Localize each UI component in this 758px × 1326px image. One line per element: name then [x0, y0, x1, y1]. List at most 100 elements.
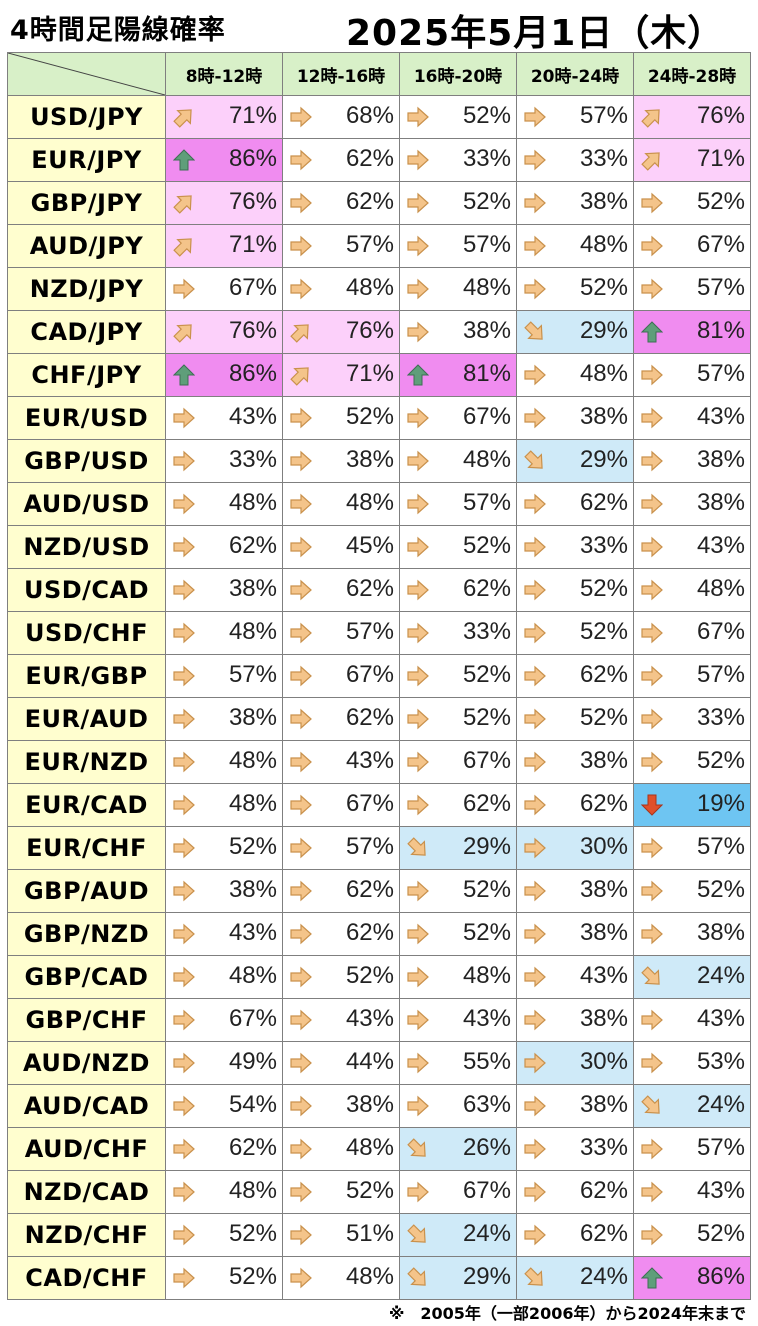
probability-cell: 38% — [165, 568, 283, 612]
probability-cell: 38% — [516, 998, 634, 1042]
probability-value: 62% — [579, 790, 628, 817]
probability-cell: 67% — [399, 396, 517, 440]
probability-cell: 48% — [165, 955, 283, 999]
probability-value: 67% — [462, 403, 511, 430]
probability-cell: 57% — [282, 826, 400, 870]
probability-value: 62% — [462, 790, 511, 817]
probability-value: 71% — [345, 360, 394, 387]
probability-cell: 57% — [633, 267, 751, 311]
corner-cell — [7, 52, 166, 96]
down-right-arrow-icon — [407, 1138, 429, 1160]
right-arrow-icon — [173, 622, 195, 644]
probability-value: 24% — [579, 1263, 628, 1290]
probability-value: 29% — [462, 1263, 511, 1290]
probability-value: 52% — [579, 618, 628, 645]
pair-label: EUR/GBP — [7, 654, 166, 698]
right-arrow-icon — [290, 751, 312, 773]
down-right-arrow-icon — [524, 321, 546, 343]
probability-cell: 38% — [516, 912, 634, 956]
up-right-arrow-icon — [290, 321, 312, 343]
pair-label: CAD/CHF — [7, 1256, 166, 1300]
probability-cell: 52% — [399, 95, 517, 139]
probability-cell: 62% — [516, 1213, 634, 1257]
table-row: EUR/GBP 57% 67% 52% 62% 57% — [7, 654, 751, 698]
probability-cell: 24% — [516, 1256, 634, 1300]
right-arrow-icon — [407, 149, 429, 171]
probability-value: 76% — [345, 317, 394, 344]
probability-cell: 52% — [282, 955, 400, 999]
footnote: ※ 2005年（一部2006年）から2024年末まで — [388, 1304, 746, 1323]
right-arrow-icon — [407, 450, 429, 472]
probability-cell: 38% — [282, 439, 400, 483]
probability-cell: 38% — [399, 310, 517, 354]
probability-value: 52% — [228, 833, 277, 860]
probability-value: 38% — [579, 919, 628, 946]
probability-cell: 33% — [165, 439, 283, 483]
right-arrow-icon — [290, 536, 312, 558]
right-arrow-icon — [290, 1224, 312, 1246]
probability-cell: 52% — [399, 181, 517, 225]
right-arrow-icon — [407, 192, 429, 214]
right-arrow-icon — [407, 1095, 429, 1117]
probability-cell: 71% — [282, 353, 400, 397]
probability-cell: 71% — [633, 138, 751, 182]
probability-cell: 52% — [282, 396, 400, 440]
probability-cell: 67% — [282, 654, 400, 698]
right-arrow-icon — [173, 1224, 195, 1246]
table-row: AUD/USD 48% 48% 57% 62% 38% — [7, 482, 751, 526]
probability-value: 71% — [696, 145, 745, 172]
probability-cell: 38% — [516, 1084, 634, 1128]
right-arrow-icon — [290, 923, 312, 945]
table-row: EUR/JPY 86% 62% 33% 33% 71% — [7, 138, 751, 182]
probability-cell: 67% — [399, 1170, 517, 1214]
right-arrow-icon — [407, 536, 429, 558]
right-arrow-icon — [641, 923, 663, 945]
probability-value: 67% — [462, 747, 511, 774]
probability-value: 48% — [462, 446, 511, 473]
probability-cell: 48% — [399, 267, 517, 311]
date-title: 2025年5月1日（木） — [346, 13, 725, 54]
right-arrow-icon — [407, 106, 429, 128]
up-right-arrow-icon — [641, 106, 663, 128]
right-arrow-icon — [407, 966, 429, 988]
pair-label: EUR/AUD — [7, 697, 166, 741]
probability-value: 52% — [462, 532, 511, 559]
probability-value: 57% — [228, 661, 277, 688]
up-right-arrow-icon — [173, 106, 195, 128]
probability-value: 67% — [696, 231, 745, 258]
probability-value: 57% — [345, 618, 394, 645]
probability-value: 48% — [228, 618, 277, 645]
probability-value: 52% — [228, 1220, 277, 1247]
header-row: 8時-12時 12時-16時 16時-20時 20時-24時 24時-28時 — [7, 52, 751, 96]
table-body: USD/JPY 71% 68% 52% 57% 76% EUR/JPY 86% 62% 33% 33… — [7, 95, 751, 1300]
probability-cell: 38% — [516, 181, 634, 225]
probability-cell: 43% — [633, 525, 751, 569]
right-arrow-icon — [524, 751, 546, 773]
pair-label: CHF/JPY — [7, 353, 166, 397]
right-arrow-icon — [407, 923, 429, 945]
right-arrow-icon — [641, 708, 663, 730]
probability-cell: 43% — [165, 912, 283, 956]
right-arrow-icon — [641, 1224, 663, 1246]
right-arrow-icon — [641, 751, 663, 773]
probability-cell: 43% — [399, 998, 517, 1042]
probability-value: 62% — [462, 575, 511, 602]
right-arrow-icon — [173, 493, 195, 515]
probability-value: 43% — [696, 1005, 745, 1032]
probability-cell: 76% — [633, 95, 751, 139]
pair-label: GBP/CHF — [7, 998, 166, 1042]
probability-value: 43% — [462, 1005, 511, 1032]
probability-cell: 62% — [165, 525, 283, 569]
probability-cell: 38% — [282, 1084, 400, 1128]
probability-value: 38% — [579, 1005, 628, 1032]
table-row: AUD/NZD 49% 44% 55% 30% 53% — [7, 1041, 751, 1085]
right-arrow-icon — [524, 794, 546, 816]
probability-value: 86% — [696, 1263, 745, 1290]
probability-value: 62% — [345, 704, 394, 731]
right-arrow-icon — [641, 407, 663, 429]
probability-value: 29% — [579, 446, 628, 473]
probability-cell: 48% — [165, 482, 283, 526]
right-arrow-icon — [524, 622, 546, 644]
right-arrow-icon — [407, 751, 429, 773]
probability-cell: 24% — [633, 955, 751, 999]
